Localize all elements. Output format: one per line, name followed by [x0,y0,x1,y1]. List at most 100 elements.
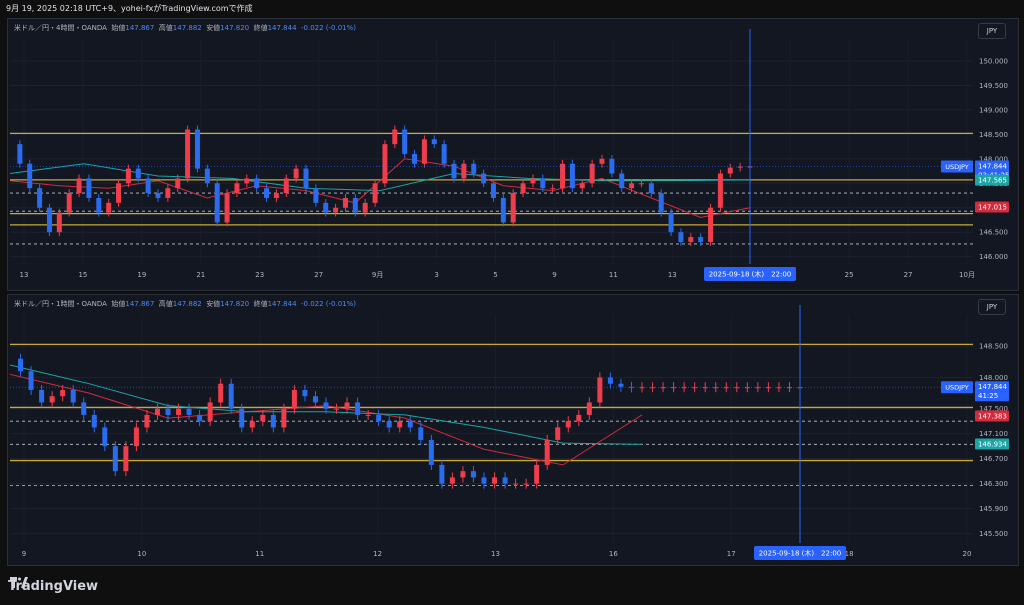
candle-body [402,129,408,154]
candle-body [609,158,615,174]
candle-body [204,168,210,184]
candle-body [579,183,585,189]
x-tick-label: 12 [373,550,382,558]
x-tick-label: 13 [491,550,500,558]
candle-body [502,477,508,484]
candle-body [194,129,200,169]
x-tick-label: 27 [904,271,913,279]
ohlc-legend: 米ドル／円・4時間・OANDA 始値147.867 高値147.882 安値14… [14,23,356,33]
candle-body [302,389,308,397]
high-label: 高値 [158,300,173,308]
candle-body [323,402,329,409]
currency-unit-button[interactable]: JPY [978,23,1006,39]
change-value: -0.022 (-0.01%) [301,300,357,308]
candle-body [70,389,76,403]
candle-body [441,144,447,164]
candle-body [727,167,733,174]
candle-body [681,387,687,389]
crosshair-date-badge [754,546,846,560]
candle-body [481,477,487,484]
candle-body [717,173,723,208]
crosshair-date-badge [704,267,796,281]
candle-body [270,414,276,428]
y-tick-label: 148.500 [979,131,1008,139]
candle-body [744,387,750,389]
y-tick-label: 147.500 [979,405,1008,413]
candle-body [565,421,571,428]
candle-body [418,427,424,440]
open-label: 始値 [111,300,126,308]
candle-body [471,163,477,174]
y-tick-label: 147.100 [979,430,1008,438]
candle-body [234,183,240,194]
x-tick-label: 9 [22,550,26,558]
candle-body [520,183,526,194]
candle-body [28,371,34,390]
chart-canvas-4h[interactable]: 150.000 149.500 149.000 148.500 148.000 147.5… [8,19,1018,290]
candle-body [344,402,350,409]
x-tick-label: 23 [255,271,264,279]
candle-body [555,427,561,440]
high-value: 147.882 [172,24,202,32]
x-tick-label: 25 [845,271,854,279]
close-label: 終値 [253,300,268,308]
crosshair-date-label: 2025-09-18 (木) 22:00 [709,270,792,279]
candle-body [86,178,92,198]
candle-body [312,396,318,403]
candle-body [18,358,24,372]
x-tick-label: 11 [609,271,618,279]
candle-body [175,178,181,189]
candle-body [313,188,319,203]
candle-body [786,387,792,389]
candle-body [698,237,704,242]
symbol-label: 米ドル／円・4時間・OANDA [14,24,107,32]
chart-panel-1h[interactable]: 148.500 148.000 147.500 147.100 146.700 146.3… [7,294,1019,566]
brand-name: TradingView [8,578,99,594]
x-tick-label: 27 [314,271,323,279]
candle-body [392,129,398,145]
candle-body [386,421,392,428]
candle-body [708,207,714,242]
candle-body [540,178,546,189]
candle-body [76,178,82,194]
candle-body [737,166,743,168]
candle-body [428,439,434,465]
y-tick-label: 146.700 [979,455,1008,463]
candle-body [492,477,498,484]
candle-body [264,188,270,198]
ohlc-legend: 米ドル／円・1時間・OANDA 始値147.867 高値147.882 安値14… [14,299,356,309]
candle-body [599,158,605,164]
candle-body [218,383,224,403]
high-value: 147.882 [172,300,202,308]
open-value: 147.867 [125,24,155,32]
candle-body [207,402,213,422]
candle-body [165,188,171,198]
candle-body [481,173,487,184]
chart-canvas-1h[interactable]: 148.500 148.000 147.500 147.100 146.700 146.3… [8,295,1018,565]
close-value: 147.844 [267,24,297,32]
candle-body [39,389,45,403]
moving-average-line [9,163,751,192]
low-label: 安値 [206,24,221,32]
candle-body [692,387,698,389]
y-tick-label: 146.500 [979,229,1008,237]
candle-body [291,389,297,409]
currency-unit-button[interactable]: JPY [978,299,1006,315]
x-tick-label: 21 [196,271,205,279]
candle-body [96,197,102,213]
chart-panel-4h[interactable]: 150.000 149.500 149.000 148.500 148.000 147.5… [7,18,1019,291]
candle-body [293,168,299,179]
candle-body [37,188,43,208]
symbol-badge [941,160,973,173]
candle-body [154,408,160,415]
candle-body [397,421,403,428]
ma-value-label: 147.015 [978,204,1007,212]
x-tick-label: 13 [20,271,29,279]
candle-body [355,402,361,415]
candle-body [461,163,467,179]
candle-body [544,439,550,465]
candle-body [382,144,388,184]
x-tick-label: 5 [493,271,497,279]
candle-body [765,387,771,389]
candle-body [106,202,112,213]
